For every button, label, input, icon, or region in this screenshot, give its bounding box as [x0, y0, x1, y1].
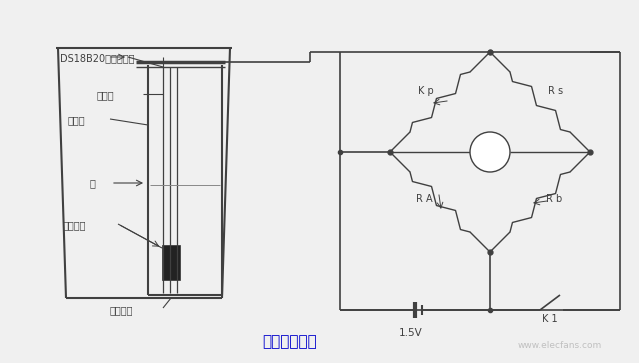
Text: 玻璃管: 玻璃管	[97, 90, 114, 100]
Text: 热敏电阵: 热敏电阵	[110, 305, 134, 315]
Text: R s: R s	[548, 86, 563, 96]
Text: 水: 水	[90, 178, 96, 188]
Text: 保温杯: 保温杯	[68, 115, 86, 125]
Text: K 1: K 1	[542, 314, 558, 324]
Text: DS18B20温度传感器: DS18B20温度传感器	[60, 53, 134, 63]
Text: 1.5V: 1.5V	[399, 328, 423, 338]
Bar	[162, 245, 180, 280]
Text: 实验装置简图: 实验装置简图	[263, 334, 318, 350]
Text: K p: K p	[418, 86, 434, 96]
Text: R b: R b	[546, 194, 562, 204]
Circle shape	[470, 132, 510, 172]
Text: V: V	[486, 146, 494, 159]
Text: www.elecfans.com: www.elecfans.com	[518, 340, 602, 350]
Text: R A: R A	[416, 194, 433, 204]
Text: 变压器油: 变压器油	[63, 220, 86, 230]
